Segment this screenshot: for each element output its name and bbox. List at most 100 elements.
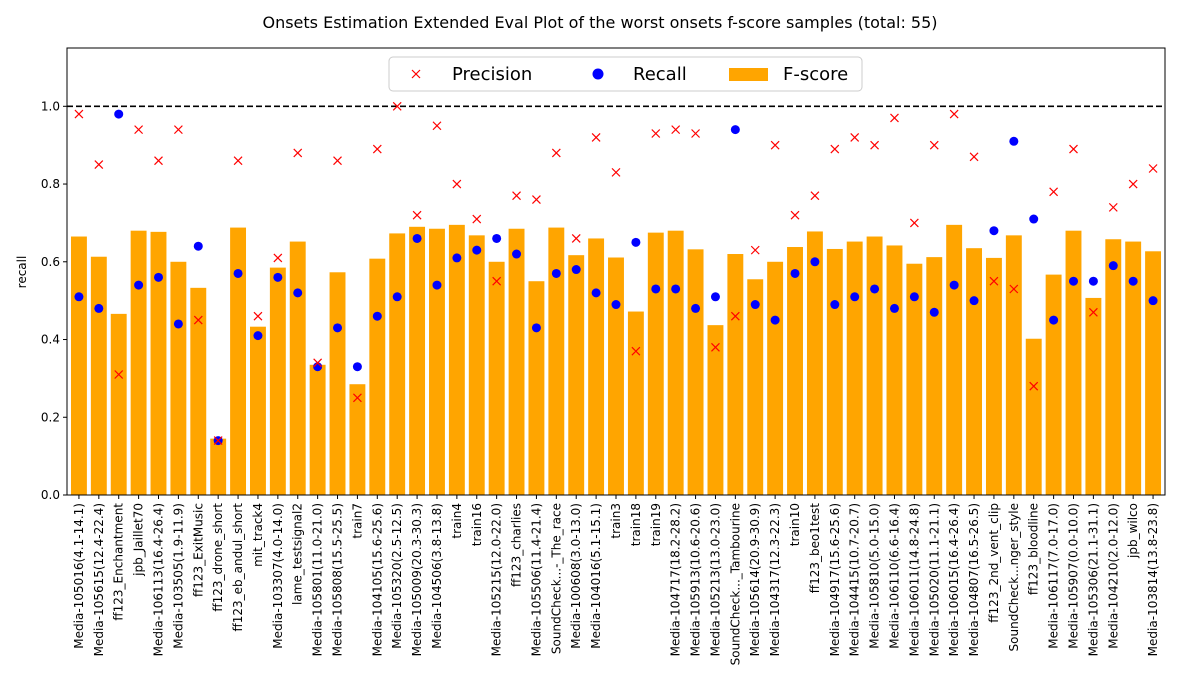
recall-point	[730, 125, 740, 135]
x-tick-label: Media-105020(11.1-21.1)	[927, 503, 941, 656]
f-score-bars	[70, 224, 1162, 496]
precision-point	[631, 346, 641, 356]
recall-point	[333, 323, 343, 333]
recall-point	[889, 303, 899, 313]
precision-point	[870, 140, 880, 150]
x-tick-labels: Media-105016(4.1-14.1) Media-105615(12.4-…	[72, 495, 1160, 665]
x-tick-label: Media-104317(12.3-22.3)	[768, 503, 782, 656]
x-tick-label: ff123_bloodline	[1027, 503, 1041, 595]
precision-point	[1069, 144, 1078, 154]
f-score-bar	[926, 257, 943, 495]
x-tick-label: Media-106117(7.0-17.0)	[1047, 503, 1061, 649]
precision-point	[989, 276, 999, 286]
x-tick-label: Media-104105(15.6-25.6)	[370, 503, 384, 656]
precision-point	[691, 129, 700, 138]
recall-point	[293, 288, 303, 298]
f-score-bar	[588, 238, 605, 495]
precision-point	[770, 140, 780, 150]
x-tick-label: Media-104415(10.7-20.7)	[848, 503, 862, 656]
x-tick-label: train18	[629, 503, 643, 546]
x-tick-label: Media-104506(3.8-13.8)	[430, 503, 444, 649]
x-tick-label: SoundCheck..._Tambourine	[728, 503, 742, 665]
precision-point	[432, 121, 442, 131]
recall-point	[591, 288, 601, 298]
x-tick-label: Media-103307(4.0-14.0)	[271, 503, 285, 649]
recall-point	[651, 284, 661, 294]
recall-point	[452, 253, 462, 263]
precision-point	[730, 311, 740, 321]
recall-point	[1049, 315, 1059, 325]
recall-point	[114, 109, 124, 119]
recall-point	[432, 280, 442, 290]
f-score-bar	[727, 254, 744, 495]
f-score-bar	[468, 235, 485, 495]
f-score-bar	[190, 287, 207, 495]
f-score-bar	[508, 228, 525, 496]
precision-point	[969, 152, 979, 162]
x-tick-label: Media-105801(11.0-21.0)	[311, 503, 325, 656]
precision-point	[571, 234, 581, 243]
precision-point	[134, 125, 144, 135]
x-tick-label: Media-105913(10.6-20.6)	[689, 503, 703, 656]
f-score-bar	[170, 261, 187, 495]
precision-point	[233, 156, 243, 166]
precision-point	[492, 276, 502, 286]
f-score-bar	[269, 267, 286, 495]
precision-point	[909, 218, 919, 228]
f-score-bar	[130, 230, 147, 495]
x-tick-label: Media-104807(16.5-26.5)	[967, 503, 981, 656]
recall-point	[412, 233, 422, 243]
legend-box	[388, 56, 863, 92]
recall-point	[253, 331, 263, 341]
f-score-bar	[687, 249, 704, 495]
x-tick-label: SoundCheck...-_The_race	[549, 503, 563, 654]
f-score-bar	[1005, 235, 1022, 495]
recall-point	[154, 272, 163, 282]
x-tick-label: Media-105320(2.5-12.5)	[390, 503, 404, 649]
x-tick-label: lame_testsignal2	[291, 503, 305, 605]
x-tick-label: Media-106110(6.6-16.4)	[887, 503, 901, 649]
recall-point	[929, 307, 939, 317]
recall-point	[790, 268, 800, 278]
f-score-bar	[568, 255, 585, 495]
precision-point	[850, 132, 860, 142]
x-tick-label: Media-104210(2.0-12.0)	[1106, 503, 1120, 649]
recall-point	[1148, 296, 1158, 306]
f-score-bar	[230, 227, 247, 495]
f-score-bar	[767, 261, 784, 495]
precision-point	[412, 210, 422, 220]
precision-point	[213, 436, 223, 446]
precision-point	[949, 109, 959, 119]
f-score-bar	[250, 326, 266, 495]
precision-point	[1148, 164, 1158, 173]
recall-point	[611, 300, 621, 310]
recall-point	[770, 315, 780, 325]
precision-point	[273, 253, 283, 263]
precision-point	[313, 358, 323, 368]
x-tick-label: train19	[649, 503, 663, 546]
precision-point	[929, 140, 939, 150]
recall-point	[750, 300, 760, 310]
f-score-bar	[806, 231, 823, 495]
recall-point	[372, 311, 382, 321]
precision-point	[1088, 307, 1098, 317]
x-tick-label: Media-100608(3.0-13.0)	[569, 503, 583, 649]
precision-point	[1029, 381, 1039, 391]
recall-point	[830, 300, 840, 310]
f-score-bar	[409, 226, 426, 496]
f-score-bar	[1105, 239, 1122, 495]
recall-point	[492, 233, 502, 243]
f-score-bar	[985, 257, 1002, 495]
precision-point	[392, 101, 402, 111]
recall-point	[1108, 261, 1118, 271]
x-tick-label: ff123_drone_short	[211, 503, 225, 612]
x-tick-label: Media-105810(5.0-15.0)	[868, 503, 882, 649]
f-score-bar	[1125, 241, 1142, 495]
y-tick-labels: 0.0 0.2 0.4 0.6 0.8 1.0	[41, 99, 67, 502]
f-score-bar	[369, 258, 386, 495]
recall-point	[94, 303, 104, 313]
y-tick-label: 0.0	[41, 488, 60, 502]
recall-point	[512, 249, 522, 259]
precision-point	[94, 160, 104, 170]
recall-point	[1009, 136, 1019, 146]
